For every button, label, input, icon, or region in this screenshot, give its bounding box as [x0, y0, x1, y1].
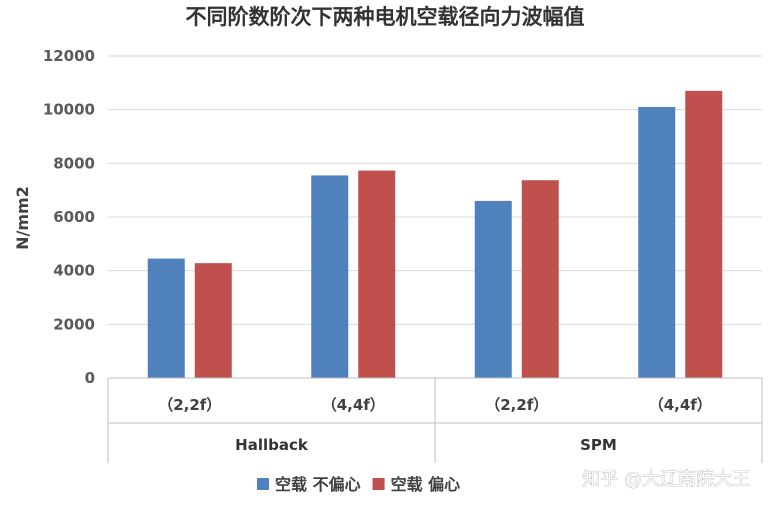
- x-axis: （2,2f） （4,4f） （2,2f） （4,4f） Hallback SPM: [107, 377, 763, 463]
- x-tick-label: （2,2f）: [158, 396, 221, 414]
- bar-eccentric: [194, 263, 232, 378]
- legend: 空载 不偏心 空载 偏心: [257, 475, 460, 494]
- legend-swatch: [257, 478, 269, 490]
- bar-eccentric: [358, 170, 396, 378]
- x-tick-label: （2,2f）: [485, 396, 548, 414]
- legend-label: 空载 偏心: [391, 475, 461, 494]
- y-tick-label: 6000: [53, 208, 95, 226]
- bar-eccentric: [685, 90, 723, 378]
- bar-eccentric: [521, 180, 559, 378]
- y-tick-label: 4000: [53, 262, 95, 280]
- y-tick-label: 12000: [43, 47, 95, 65]
- bar-non-eccentric: [147, 258, 185, 378]
- y-axis-ticks: 0 2000 4000 6000 8000 10000 12000: [43, 47, 95, 387]
- x-group-label: SPM: [580, 436, 617, 454]
- x-group-label: Hallback: [235, 436, 309, 454]
- y-tick-label: 10000: [43, 101, 95, 119]
- chart-title: 不同阶数阶次下两种电机空载径向力波幅值: [186, 4, 585, 29]
- y-axis-label: N/mm2: [13, 186, 32, 250]
- y-tick-label: 2000: [53, 315, 95, 333]
- bar-non-eccentric: [638, 106, 676, 378]
- legend-label: 空载 不偏心: [275, 475, 361, 494]
- x-tick-label: （4,4f）: [649, 396, 712, 414]
- bars: [147, 90, 723, 378]
- y-tick-label: 0: [85, 369, 95, 387]
- y-tick-label: 8000: [53, 154, 95, 172]
- x-tick-label: （4,4f）: [322, 396, 385, 414]
- watermark: 知乎 @大辽南院大王: [582, 469, 750, 490]
- bar-non-eccentric: [474, 200, 512, 378]
- legend-swatch: [372, 478, 385, 490]
- bar-non-eccentric: [311, 175, 349, 378]
